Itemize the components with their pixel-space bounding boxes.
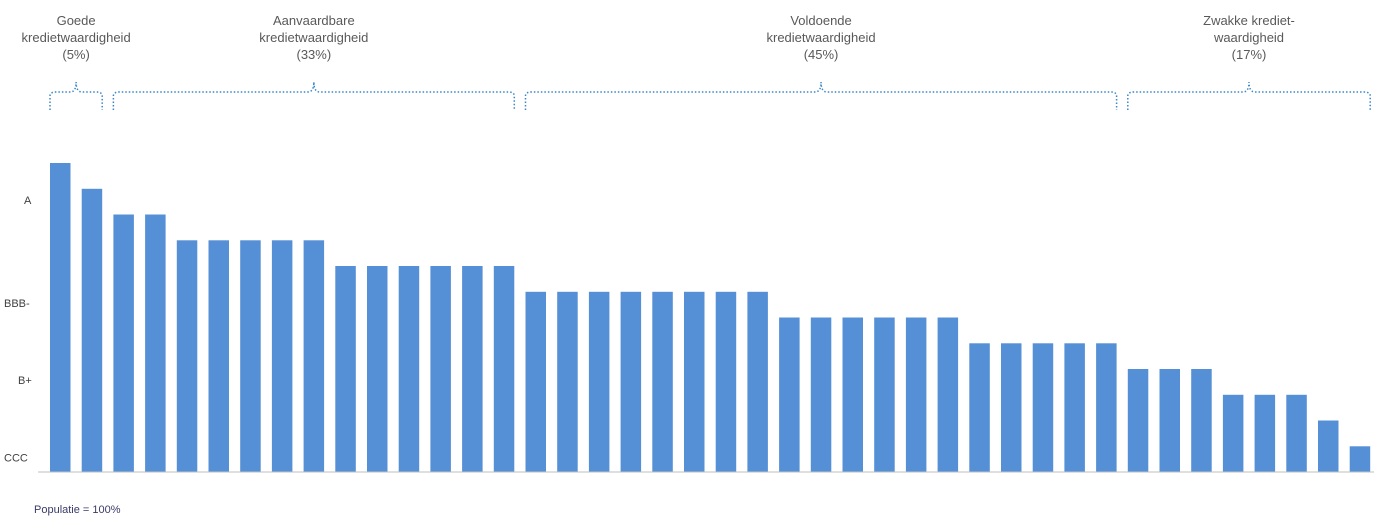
group-title: Voldoende kredietwaardigheid <box>766 13 876 45</box>
bar <box>937 317 959 472</box>
group-label: Zwakke krediet- waardigheid (17%) <box>1149 12 1349 63</box>
bar <box>620 291 642 473</box>
group-share: (17%) <box>1231 47 1267 62</box>
bar <box>398 266 420 472</box>
bar <box>240 240 261 473</box>
bar <box>969 343 990 473</box>
bar <box>1001 343 1022 473</box>
bar <box>176 240 198 473</box>
group-bracket <box>1127 81 1371 110</box>
bar <box>684 291 705 473</box>
bar <box>1286 394 1307 473</box>
group-share: (45%) <box>803 47 839 62</box>
group-title: Aanvaardbare kredietwaardigheid <box>259 13 369 45</box>
bar <box>652 291 673 473</box>
bar <box>1159 369 1180 472</box>
bar <box>747 291 768 473</box>
bar <box>145 214 166 472</box>
bar <box>303 240 325 473</box>
bar <box>1191 369 1212 472</box>
bar <box>1032 343 1054 473</box>
group-label: Voldoende kredietwaardigheid (45%) <box>721 12 921 63</box>
bar <box>810 317 832 472</box>
bar <box>1127 369 1149 472</box>
bar <box>842 317 863 472</box>
population-footnote: Populatie = 100% <box>34 504 121 516</box>
y-tick-label: CCC <box>4 452 28 464</box>
bar <box>1349 446 1371 473</box>
group-share: (5%) <box>62 47 90 62</box>
bar <box>113 214 134 472</box>
group-label: Goede kredietwaardigheid (5%) <box>0 12 176 63</box>
bar <box>525 291 546 473</box>
bar <box>905 317 927 472</box>
bar <box>1222 394 1244 473</box>
group-bracket <box>112 81 516 110</box>
group-title: Zwakke krediet- waardigheid <box>1203 13 1295 45</box>
y-tick-label: A <box>24 195 32 207</box>
bar <box>367 266 388 472</box>
group-share: (33%) <box>296 47 332 62</box>
bar <box>557 291 578 473</box>
bar <box>715 291 737 473</box>
bar <box>1064 343 1085 473</box>
bar <box>462 266 483 472</box>
bar <box>430 266 451 472</box>
bar <box>208 240 229 473</box>
group-bracket <box>524 81 1118 110</box>
group-label: Aanvaardbare kredietwaardigheid (33%) <box>214 12 414 63</box>
group-bracket <box>49 81 103 110</box>
bar <box>271 240 293 473</box>
bar <box>493 266 515 472</box>
bar <box>874 317 895 472</box>
bar <box>779 317 800 472</box>
bar <box>588 291 610 473</box>
bar <box>1096 343 1117 473</box>
y-tick-label: BBB- <box>4 298 30 310</box>
bar <box>50 163 71 472</box>
group-title: Goede kredietwaardigheid <box>21 13 131 45</box>
bar <box>1254 394 1276 473</box>
bar <box>81 188 103 473</box>
bar <box>1318 420 1339 472</box>
y-tick-label: B+ <box>18 375 32 387</box>
bar <box>335 266 356 472</box>
